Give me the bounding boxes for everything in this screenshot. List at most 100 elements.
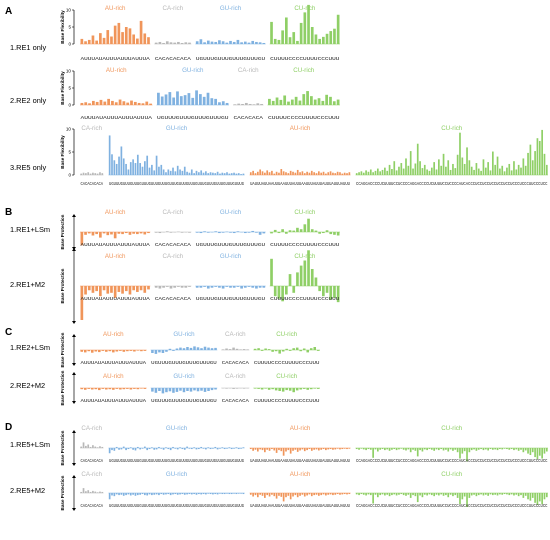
- bar: [112, 388, 115, 390]
- bar: [134, 163, 137, 175]
- bar: [256, 103, 260, 105]
- bar: [282, 448, 285, 456]
- bar: [103, 101, 107, 105]
- bar: [296, 493, 299, 498]
- bar: [203, 286, 206, 287]
- arrow-down-icon: [72, 321, 76, 324]
- segment-label: GU-rich: [173, 373, 195, 380]
- bar: [309, 388, 313, 390]
- bar: [225, 348, 228, 350]
- bar: [536, 448, 539, 460]
- bar: [125, 163, 127, 175]
- bar: [299, 172, 301, 175]
- segment-sequence: UGUUUGUUUGUUUGUUUGU: [151, 399, 217, 404]
- bar: [302, 94, 306, 105]
- axis-title: Base Protection: [60, 332, 65, 367]
- bar: [273, 38, 277, 44]
- bar: [80, 286, 84, 320]
- bar: [416, 143, 419, 175]
- bar: [249, 493, 252, 495]
- bar: [87, 286, 91, 291]
- bar: [287, 173, 290, 175]
- bar: [426, 169, 428, 175]
- bar: [129, 388, 133, 390]
- bar: [158, 446, 160, 448]
- bar: [98, 388, 101, 391]
- bar: [268, 172, 271, 175]
- bar: [169, 170, 172, 175]
- bar: [203, 346, 207, 350]
- bar: [99, 232, 102, 238]
- bar: [332, 101, 336, 105]
- bar: [466, 493, 468, 507]
- bar: [367, 171, 370, 175]
- bar: [398, 166, 400, 175]
- bar: [197, 172, 200, 175]
- bar: [266, 170, 269, 175]
- bar: [407, 448, 410, 450]
- bar: [520, 448, 522, 450]
- bar: [85, 173, 87, 175]
- bar: [515, 169, 518, 175]
- bar: [141, 448, 144, 449]
- segment-gu-rich: GU-rich UGUUUGUUUGUUUGUUUGUUUGUUUGUUUGUUU…: [108, 125, 245, 187]
- bar: [147, 37, 150, 44]
- bar: [151, 493, 153, 496]
- bar: [253, 388, 257, 389]
- bar: [470, 448, 473, 451]
- bar: [384, 167, 386, 175]
- bar: [169, 448, 172, 451]
- bar: [228, 349, 232, 350]
- bar: [384, 493, 386, 496]
- bar: [158, 166, 160, 175]
- bar: [334, 493, 337, 495]
- bar: [115, 493, 118, 495]
- bar: [143, 33, 147, 44]
- bar: [379, 448, 382, 450]
- bar: [343, 493, 346, 495]
- bar: [225, 42, 229, 44]
- bar: [200, 170, 203, 175]
- bar: [158, 232, 162, 234]
- row-label: 2.RE2+M2: [10, 381, 45, 390]
- bar: [541, 129, 543, 175]
- segment-sequence: CCAGGACCCCUCUUUUCCUCCCCAGGACCCCUCUUUUCCU…: [356, 504, 548, 509]
- bar: [310, 170, 313, 175]
- segment-ca-rich: CA-rich CACACACA: [221, 373, 249, 404]
- bar: [456, 448, 459, 453]
- bar: [181, 493, 184, 495]
- bar: [517, 164, 520, 175]
- bar: [119, 388, 122, 390]
- bar: [216, 493, 219, 495]
- bar: [126, 102, 130, 105]
- bar: [179, 347, 182, 350]
- bar: [207, 173, 210, 175]
- row-D2: 2.RE5+M2 Base Protection CA-rich CACACACACA…: [10, 471, 548, 511]
- bar: [240, 286, 243, 289]
- bar: [318, 38, 321, 44]
- bar: [273, 173, 276, 175]
- segment-label: CA-rich: [81, 471, 102, 478]
- bar: [193, 447, 195, 448]
- bar: [254, 173, 257, 175]
- bar: [113, 286, 117, 298]
- segment-sequence: UGUUUGUUUGUUUGUUUGU: [157, 116, 229, 121]
- arrow-down-icon: [72, 401, 76, 404]
- bar: [183, 448, 186, 450]
- bar: [419, 448, 421, 451]
- bar: [536, 138, 539, 175]
- bar: [151, 164, 153, 175]
- bar: [468, 160, 471, 175]
- bar: [310, 493, 313, 497]
- bar: [325, 94, 329, 105]
- bar: [115, 388, 119, 389]
- bar: [369, 448, 372, 450]
- row-C2: 2.RE2+M2 Base Protection AU-rich AUUUAUAUUU…: [10, 370, 320, 405]
- bar: [480, 493, 482, 495]
- bar: [102, 286, 106, 291]
- bar: [252, 448, 254, 451]
- bar: [120, 493, 123, 495]
- bar: [391, 448, 393, 450]
- bar: [162, 286, 165, 288]
- bar: [416, 493, 419, 503]
